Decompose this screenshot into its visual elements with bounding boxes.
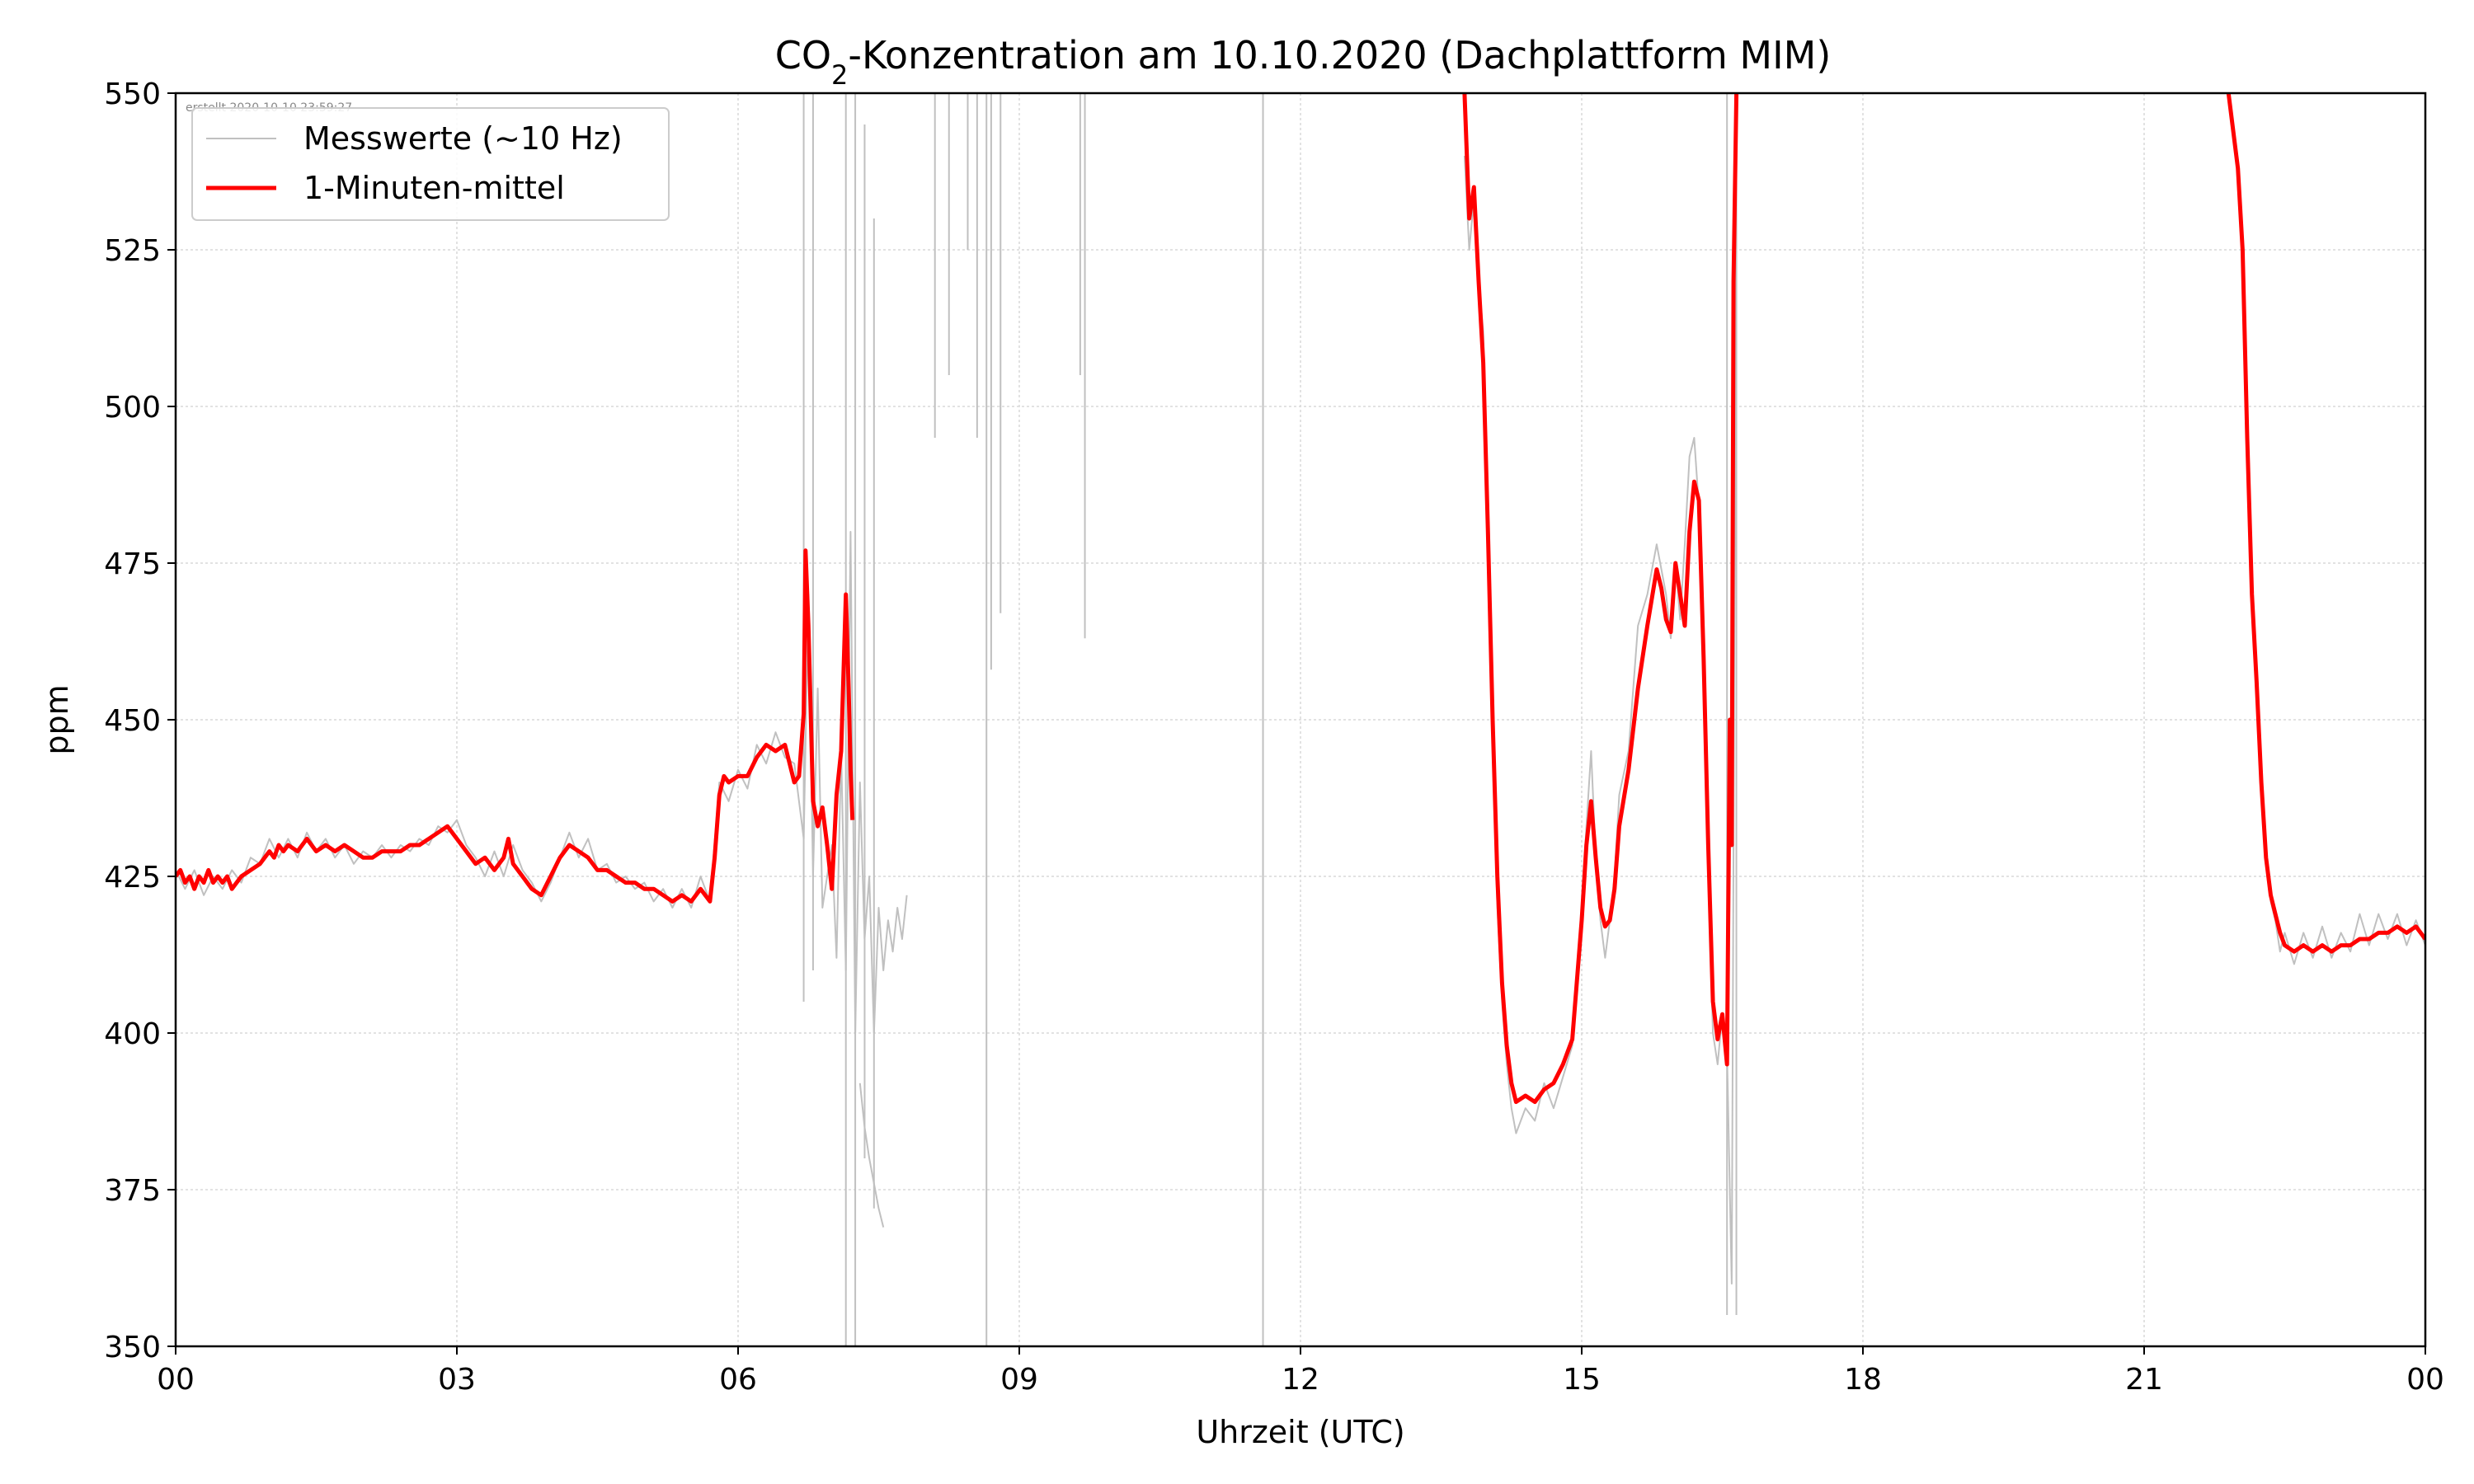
minutenmittel-line (176, 548, 855, 904)
y-tick-label: 425 (104, 861, 161, 895)
messwerte-spikes (802, 93, 1738, 1346)
x-tick-label: 00 (2406, 1363, 2444, 1397)
y-tick-label: 350 (104, 1331, 161, 1364)
legend-box (191, 107, 670, 221)
legend-label-messwerte: Messwerte (~10 Hz) (303, 120, 623, 157)
x-tick-label: 12 (1282, 1363, 1319, 1397)
x-tick-label: 06 (719, 1363, 757, 1397)
x-tick-label: 09 (1000, 1363, 1038, 1397)
y-tick-label: 450 (104, 704, 161, 738)
series-lines (176, 93, 2425, 1284)
y-tick-label: 475 (104, 547, 161, 581)
y-axis-label: ppm (39, 684, 75, 754)
legend: Messwerte (~10 Hz) 1-Minuten-mittel (191, 107, 670, 221)
x-tick-label: 00 (157, 1363, 195, 1397)
minutenmittel-line (2226, 93, 2425, 954)
minutenmittel-line (1462, 93, 1739, 1105)
chart-title: CO2-Konzentration am 10.10.2020 (Dachpla… (775, 33, 1832, 91)
y-tick-label: 525 (104, 234, 161, 268)
y-tick-label: 400 (104, 1017, 161, 1051)
x-tick-label: 03 (438, 1363, 476, 1397)
x-tick-label: 18 (1844, 1363, 1882, 1397)
y-axis-ticks: 350 375 400 425 450 475 500 525 550 (104, 77, 176, 1364)
x-axis-ticks: 00 03 06 09 12 15 18 21 00 (157, 1346, 2444, 1397)
x-axis-label: Uhrzeit (UTC) (1196, 1414, 1404, 1450)
x-tick-label: 15 (1563, 1363, 1601, 1397)
legend-label-minutenmittel: 1-Minuten-mittel (303, 170, 565, 206)
y-tick-label: 500 (104, 391, 161, 425)
messwerte-line (858, 1082, 885, 1228)
y-tick-label: 550 (104, 77, 161, 111)
y-tick-label: 375 (104, 1174, 161, 1208)
x-tick-label: 21 (2125, 1363, 2163, 1397)
